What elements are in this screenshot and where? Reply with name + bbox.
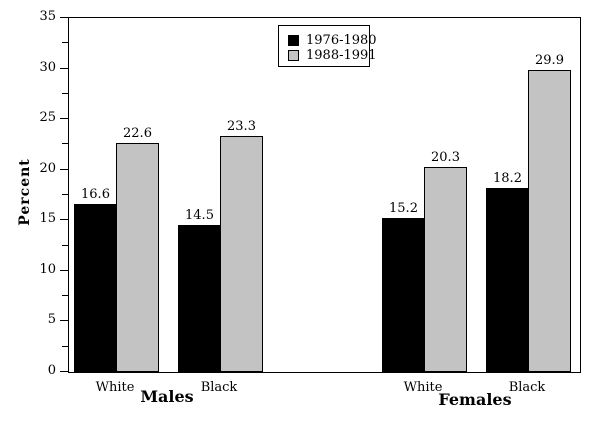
y-minor-tick [62, 42, 68, 44]
y-major-tick [60, 269, 68, 271]
plot-area: 16.6 14.5 15.2 18.2 22.6 23.3 20.3 29.9 [68, 17, 581, 373]
y-tick-label: 25 [39, 110, 56, 126]
legend-label: 1976-1980 [306, 33, 377, 48]
bar-value-label: 16.6 [81, 187, 110, 202]
legend-item: 1976-1980 [288, 33, 377, 48]
bar-value-label: 29.9 [535, 53, 564, 68]
bar-1988-1991-females-black [528, 70, 571, 372]
bar-value-label: 22.6 [123, 126, 152, 141]
legend-swatch-icon [288, 35, 299, 46]
y-minor-tick [62, 194, 68, 195]
bar-1976-1980-females-white [382, 218, 425, 372]
x-group-label-females: Females [438, 390, 512, 409]
y-major-tick [60, 17, 68, 18]
bar-1976-1980-males-white [74, 204, 117, 372]
y-minor-tick [62, 295, 68, 297]
y-tick-label: 0 [47, 363, 56, 378]
y-major-tick [60, 371, 68, 372]
y-tick-label: 20 [39, 160, 56, 176]
bar-value-label: 20.3 [431, 150, 460, 165]
bar-value-label: 14.5 [185, 208, 214, 223]
y-tick-label: 30 [39, 59, 56, 75]
bar-1988-1991-females-white [424, 167, 467, 372]
bar-value-label: 23.3 [227, 119, 256, 134]
bar-1988-1991-males-white [116, 143, 159, 372]
y-tick-label: 35 [39, 9, 56, 24]
x-category-label-white: White [95, 380, 135, 395]
bar-1988-1991-males-black [220, 136, 263, 372]
bar-1976-1980-males-black [178, 225, 221, 372]
bar-1976-1980-females-black [486, 188, 529, 372]
legend-label: 1988-1991 [306, 48, 377, 63]
y-major-tick [60, 118, 68, 120]
x-category-label-black: Black [200, 380, 238, 395]
legend-swatch-icon [288, 50, 299, 61]
y-minor-tick [62, 345, 68, 347]
legend-item: 1988-1991 [288, 48, 377, 63]
y-tick-label: 5 [47, 312, 56, 328]
legend: 1976-1980 1988-1991 [278, 25, 377, 67]
y-minor-tick [62, 92, 68, 94]
y-minor-tick [62, 244, 68, 246]
bar-value-label: 15.2 [389, 201, 418, 216]
bar-value-label: 18.2 [493, 171, 522, 186]
y-major-tick [60, 320, 68, 322]
y-major-tick [60, 67, 68, 69]
y-major-tick [60, 168, 68, 170]
x-category-label-black: Black [508, 380, 546, 395]
y-major-tick [60, 219, 68, 221]
x-group-label-males: Males [140, 387, 194, 406]
y-minor-tick [62, 143, 68, 145]
x-category-label-white: White [403, 380, 443, 395]
y-tick-label: 15 [39, 211, 56, 227]
y-tick-label: 10 [39, 261, 56, 277]
